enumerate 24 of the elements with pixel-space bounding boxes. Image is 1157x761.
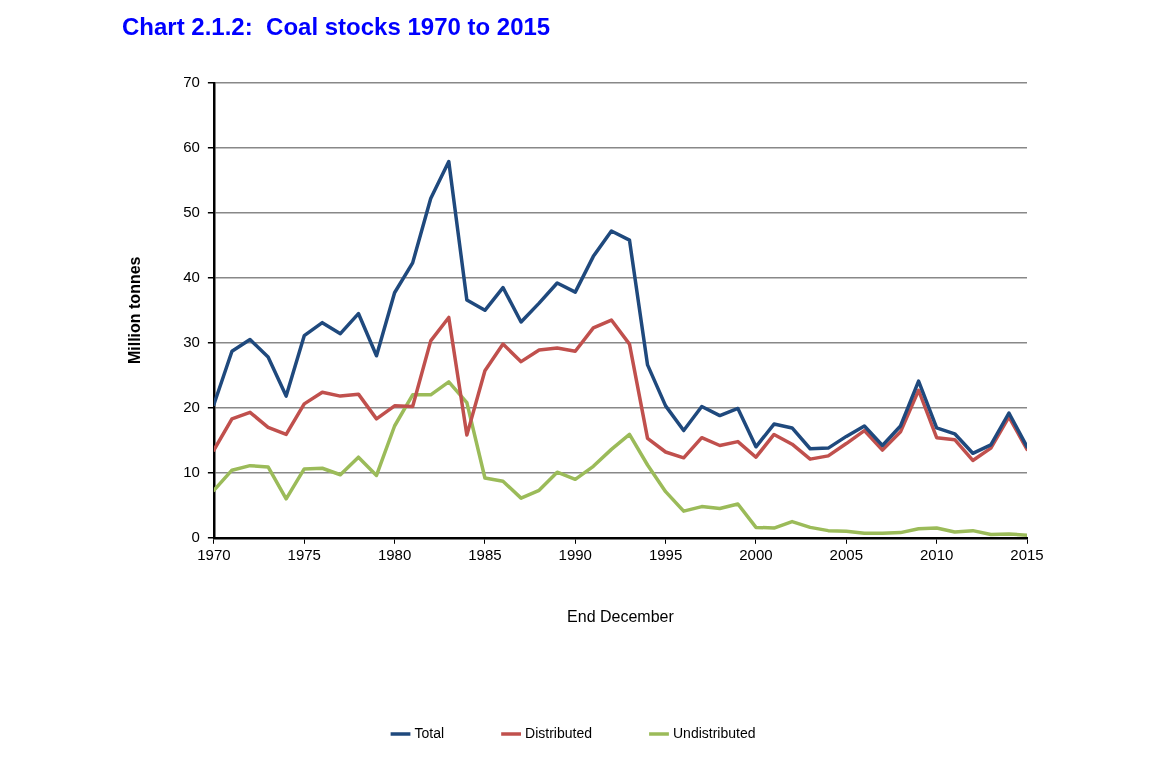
y-tick-label: 70 bbox=[183, 72, 200, 90]
y-tick-label: 50 bbox=[183, 202, 200, 220]
x-tick-label: 2010 bbox=[919, 545, 954, 563]
legend-label: Total bbox=[414, 724, 445, 741]
x-tick-label: 2000 bbox=[739, 545, 773, 563]
y-tick-label: 10 bbox=[183, 462, 200, 480]
x-tick-label: 1995 bbox=[648, 545, 683, 563]
legend-label: Undistributed bbox=[673, 724, 756, 741]
y-tick-label: 60 bbox=[183, 137, 200, 155]
x-tick-label: 1985 bbox=[468, 545, 502, 563]
x-tick-label: 2015 bbox=[1010, 545, 1044, 563]
y-tick-label: 40 bbox=[183, 267, 200, 285]
x-tick-label: 1975 bbox=[287, 545, 321, 563]
y-tick-label: 20 bbox=[183, 397, 200, 415]
y-tick-label: 0 bbox=[191, 527, 200, 545]
x-tick-label: 1990 bbox=[558, 545, 592, 563]
legend-label: Distributed bbox=[525, 724, 592, 741]
x-tick-label: 1980 bbox=[377, 545, 412, 563]
x-tick-label: 1970 bbox=[197, 545, 231, 563]
y-tick-label: 30 bbox=[183, 332, 200, 350]
chart-title: Chart 2.1.2: Coal stocks 1970 to 2015 bbox=[122, 13, 551, 41]
x-axis-title: End December bbox=[567, 607, 675, 625]
y-axis-title: Million tonnes bbox=[126, 256, 144, 365]
x-tick-label: 2005 bbox=[829, 545, 863, 563]
